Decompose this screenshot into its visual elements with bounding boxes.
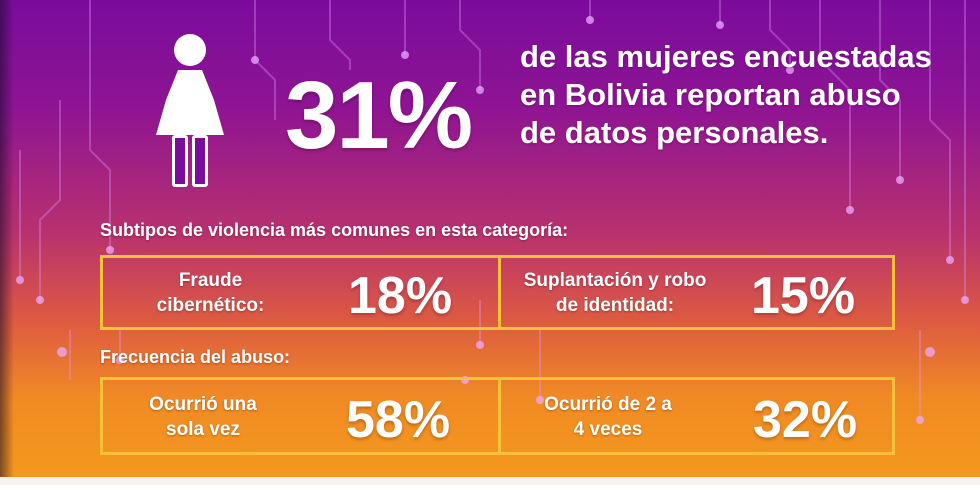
subtype-percent-identity: 15%	[751, 267, 856, 325]
subtype-label-identity: Suplantación y robo de identidad:	[523, 270, 707, 316]
hero-percent: 31%	[285, 62, 473, 169]
frequency-percent-once: 58%	[346, 391, 451, 449]
frequency-divider	[498, 380, 501, 452]
woman-figure-icon	[156, 34, 224, 187]
subtypes-title: Subtipos de violencia más comunes en est…	[100, 220, 569, 240]
hero-headline: de las mujeres encuestadas en Bolivia re…	[520, 39, 932, 150]
subtypes-divider	[498, 258, 501, 327]
frequency-percent-2to4: 32%	[753, 391, 858, 449]
subtypes-box: Fraude cibernético: 18% Suplantación y r…	[100, 255, 895, 330]
bottom-strip	[0, 477, 980, 485]
frequency-label-2to4: Ocurrió de 2 a 4 veces	[544, 394, 672, 440]
frequency-label-once: Ocurrió una sola vez	[149, 394, 257, 440]
frequency-title: Frecuencia del abuso:	[100, 347, 291, 367]
subtype-label-fraud: Fraude cibernético:	[156, 270, 265, 316]
frequency-box: Ocurrió una sola vez 58% Ocurrió de 2 a …	[100, 377, 895, 455]
subtype-percent-fraud: 18%	[348, 267, 453, 325]
